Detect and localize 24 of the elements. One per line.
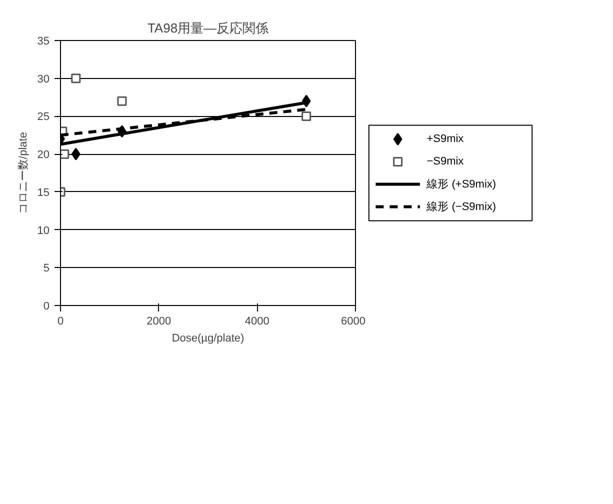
point [71,148,80,160]
y-tick-label: 5 [43,262,50,275]
x-tick-label: 6000 [341,316,366,328]
y-axis-title: コロニー数/plate [17,132,30,214]
point [60,149,70,159]
point [302,111,312,121]
y-tick-label: 10 [37,224,50,237]
y-tick-label: 0 [43,300,50,312]
legend-label: 線形 (+S9mix) [426,178,496,190]
x-tick-label: 2000 [146,316,172,328]
point [117,96,127,106]
y-tick-label: 35 [37,36,50,48]
point [71,74,81,84]
y-tick-label: 20 [37,149,50,162]
y-tick-label: 15 [37,186,50,199]
legend-label: −S9mix [426,156,464,168]
legend-label: 線形 (−S9mix) [426,200,496,213]
chart-title: TA98用量—反応関係 [147,20,269,36]
legend-label: +S9mix [426,133,464,146]
y-tick-label: 30 [37,73,50,86]
x-tick-label: 0 [57,316,64,328]
x-tick-label: 4000 [244,316,270,328]
y-tick-label: 25 [37,111,50,124]
x-axis-title: Dose(µg/plate) [172,332,244,344]
